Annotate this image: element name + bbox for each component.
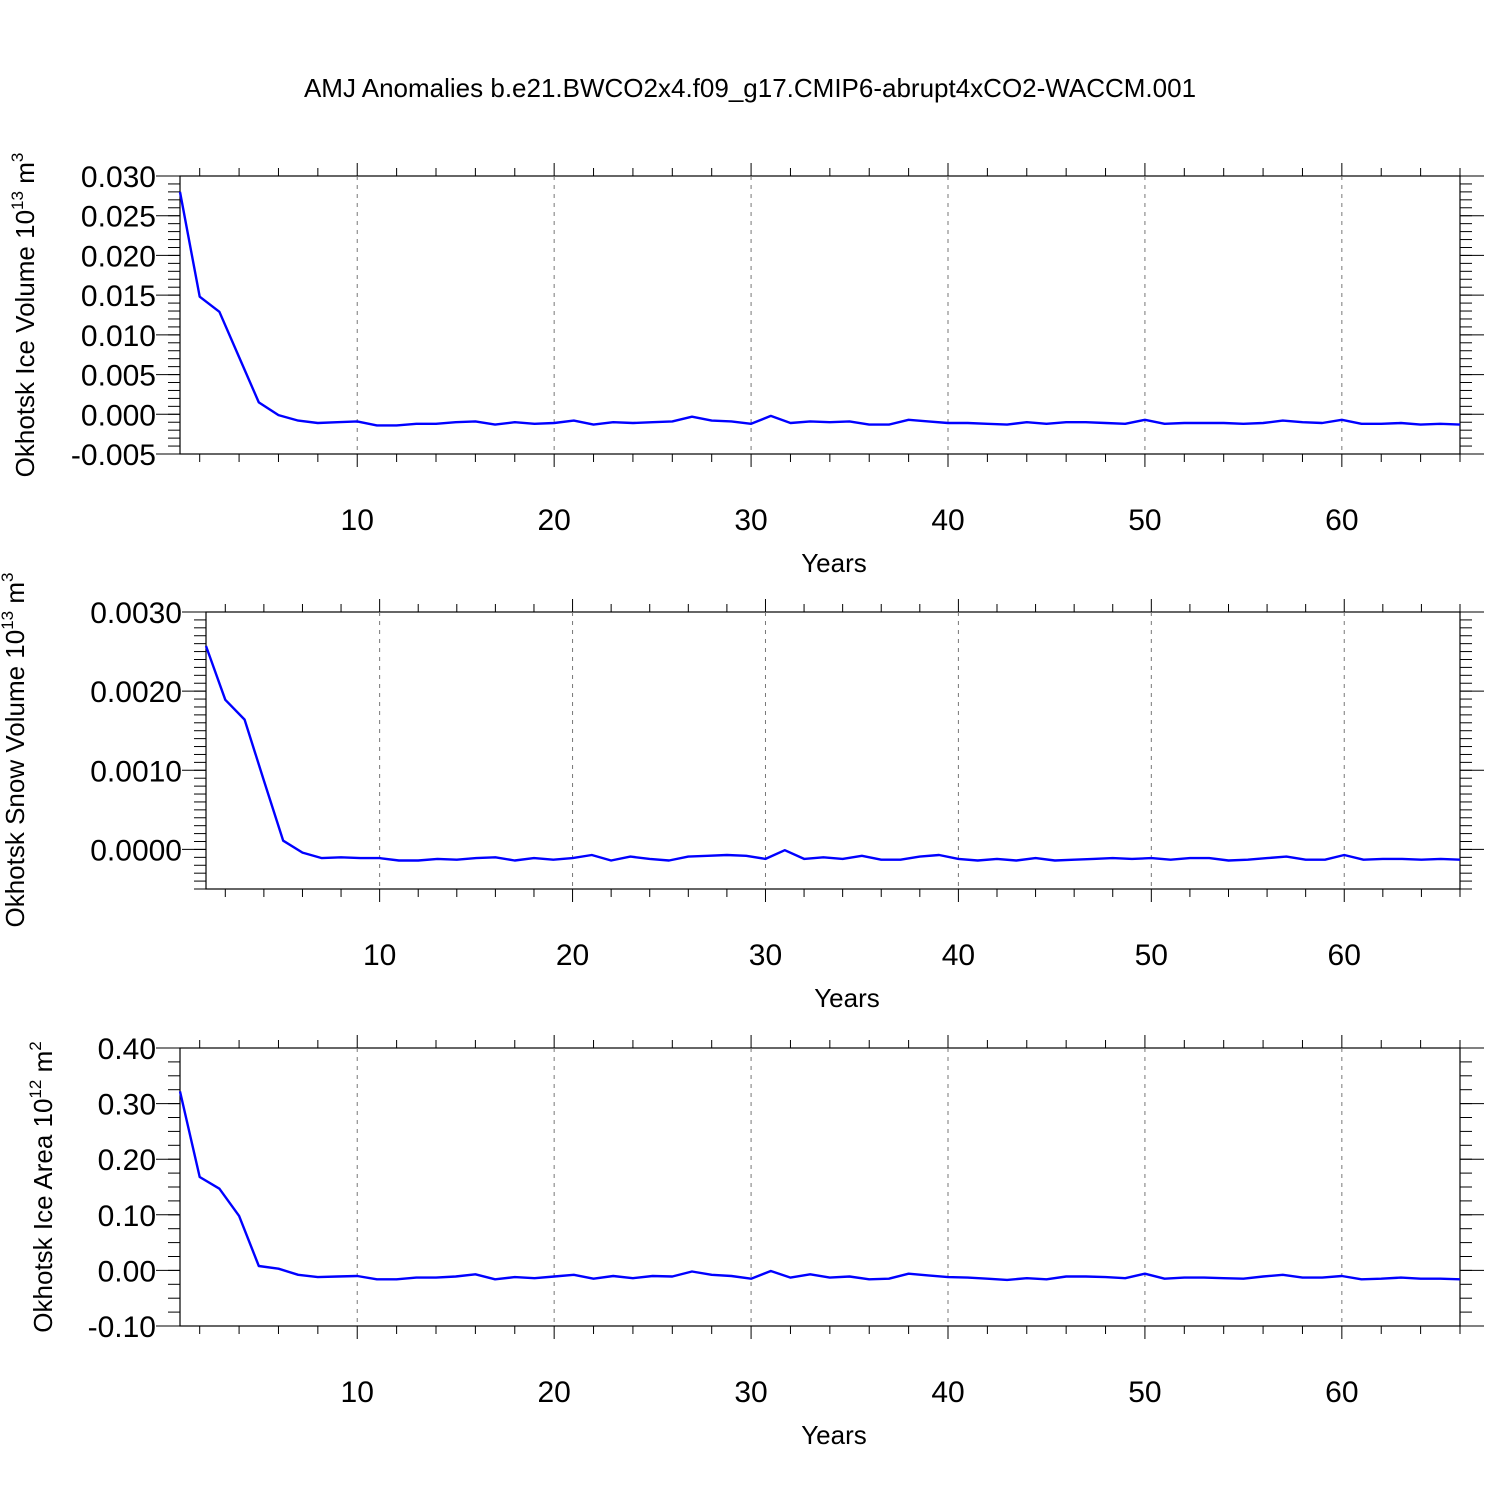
y-tick-label: 0.0030	[90, 597, 182, 630]
series-line	[204, 645, 1461, 862]
x-tick-label: 30	[749, 939, 782, 972]
y-axis-label: Okhotsk Ice Volume 1013 m3	[8, 153, 40, 478]
y-tick-label: 0.010	[81, 320, 156, 353]
y-tick-label: 0.015	[81, 280, 156, 313]
y-tick-label: 0.030	[81, 161, 156, 194]
plot-frame	[205, 611, 1461, 890]
x-tick-label: 50	[1135, 939, 1168, 972]
x-tick-label: 20	[556, 939, 589, 972]
x-axis-label: Years	[801, 1420, 867, 1450]
series-line	[178, 1091, 1461, 1282]
y-tick-label: 0.40	[98, 1033, 156, 1066]
x-tick-label: 20	[537, 504, 570, 537]
y-tick-label: 0.025	[81, 201, 156, 234]
x-tick-label: 40	[931, 504, 964, 537]
y-tick-label: -0.10	[88, 1311, 156, 1344]
x-tick-label: 10	[363, 939, 396, 972]
chart-panel-3: 10 20 30 40 50 60 -0.10 0.00 0.10 0.20 0.30 0.40 Yea…	[26, 1033, 1484, 1450]
y-tick-label: 0.0010	[90, 755, 182, 788]
x-tick-label: 60	[1328, 939, 1361, 972]
y-tick-label: 0.000	[81, 399, 156, 432]
x-tick-label: 50	[1128, 504, 1161, 537]
y-axis-label: Okhotsk Ice Area 1012 m2	[26, 1041, 58, 1332]
chart-panel-2: 10 20 30 40 50 60 0.0000 0.0010 0.0020 0.0030 Year…	[0, 573, 1484, 1013]
y-tick-label: -0.005	[71, 439, 156, 472]
x-axis-label: Years	[814, 983, 880, 1013]
x-tick-label: 50	[1128, 1376, 1161, 1409]
y-tick-label: 0.30	[98, 1089, 156, 1122]
x-tick-label: 10	[341, 504, 374, 537]
page-title: AMJ Anomalies b.e21.BWCO2x4.f09_g17.CMIP…	[303, 73, 1197, 103]
x-tick-label: 30	[734, 1376, 767, 1409]
x-tick-label: 60	[1325, 1376, 1358, 1409]
y-tick-label: 0.20	[98, 1144, 156, 1177]
x-tick-label: 40	[931, 1376, 964, 1409]
y-tick-label: 0.10	[98, 1200, 156, 1233]
y-tick-label: 0.0020	[90, 676, 182, 709]
y-axis-label: Okhotsk Snow Volume 1013 m3	[0, 573, 30, 928]
x-tick-label: 10	[341, 1376, 374, 1409]
y-tick-label: 0.00	[98, 1255, 156, 1288]
plot-frame	[179, 1047, 1461, 1327]
x-tick-label: 30	[734, 504, 767, 537]
series-line	[178, 191, 1461, 427]
y-tick-label: 0.020	[81, 240, 156, 273]
x-tick-label: 20	[537, 1376, 570, 1409]
chart-panel-1: 10 20 30 40 50 60 -0.005 0.000 0.005 0.010 0.015 0.…	[8, 153, 1484, 578]
x-tick-label: 40	[942, 939, 975, 972]
plot-frame	[179, 175, 1461, 455]
y-tick-label: 0.005	[81, 360, 156, 393]
x-tick-label: 60	[1325, 504, 1358, 537]
x-axis-label: Years	[801, 548, 867, 578]
y-tick-label: 0.0000	[90, 834, 182, 867]
